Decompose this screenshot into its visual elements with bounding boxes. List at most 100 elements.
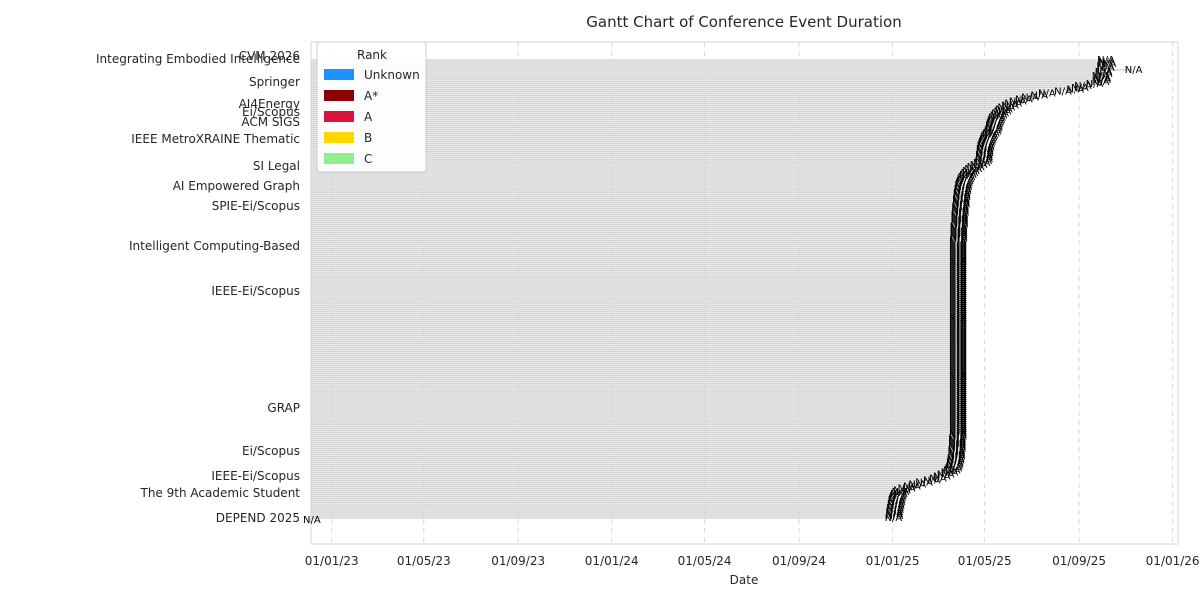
bar-end-label: N/A: [951, 214, 969, 225]
bar-end-label: N/A: [977, 142, 995, 153]
bar-end-label: N/A: [949, 263, 967, 274]
gantt-bar: [311, 303, 958, 305]
bar-end-label: N/A: [951, 218, 969, 229]
gantt-bar: [311, 206, 960, 208]
gantt-bar: [311, 374, 958, 376]
bar-end-label: N/A: [949, 384, 967, 395]
gantt-bar: [311, 285, 958, 287]
gantt-bar: [311, 209, 960, 212]
gantt-bar: [311, 437, 957, 440]
gantt-bar: [311, 332, 958, 335]
bar-end-label: N/A: [950, 229, 968, 240]
gantt-bar: [311, 340, 958, 343]
gantt-bar: [311, 338, 958, 341]
gantt-bar: [311, 475, 941, 478]
bar-end-label: N/A: [949, 368, 967, 379]
gantt-bar: [311, 380, 958, 382]
bar-end-label: N/A: [950, 233, 968, 244]
bar-end-label: N/A: [949, 412, 967, 423]
gantt-bar: [311, 418, 958, 420]
bar-end-label: N/A: [949, 364, 967, 375]
bar-end-label: N/A: [944, 463, 962, 474]
bar-end-label: N/A: [949, 390, 967, 401]
gantt-bar: [311, 219, 959, 222]
bar-end-label: N/A: [990, 111, 1008, 122]
bar-end-label: N/A: [929, 473, 947, 484]
bar-end-label: N/A: [949, 277, 967, 288]
bar-end-label: N/A: [951, 206, 969, 217]
gantt-bar: [311, 295, 958, 297]
gantt-bar: [311, 352, 958, 355]
gantt-bar: [311, 358, 958, 361]
bar-end-label: N/A: [957, 174, 975, 185]
bar-end-label: N/A: [933, 471, 951, 482]
bar-end-label: N/A: [951, 202, 969, 213]
bar-end-label: N/A: [948, 442, 966, 453]
bar-end-label: N/A: [885, 509, 903, 520]
gantt-bar: [311, 414, 958, 416]
bar-end-label: N/A: [898, 483, 916, 494]
gantt-bar: [311, 257, 958, 259]
gantt-bar: [311, 336, 958, 339]
gantt-bar: [311, 463, 954, 466]
bar-end-label: N/A: [974, 156, 992, 167]
y-axis-label: ACM SIGS: [241, 115, 300, 129]
gantt-bar: [311, 128, 993, 131]
bar-end-label: N/A: [949, 414, 967, 425]
bar-end-label: N/A: [949, 243, 967, 254]
gantt-bar: [311, 211, 960, 214]
gantt-bar: [311, 372, 958, 374]
gantt-bar: [311, 83, 1094, 85]
bar-end-label: N/A: [949, 372, 967, 383]
gantt-bar: [311, 79, 1102, 81]
bar-end-label: N/A: [886, 505, 904, 516]
bar-end-label: N/A: [949, 382, 967, 393]
bar-end-label: N/A: [997, 103, 1015, 114]
gantt-bars: [311, 59, 1133, 519]
gantt-bar: [311, 471, 949, 474]
x-tick-label: 01/09/23: [491, 554, 545, 568]
bar-end-label: N/A: [950, 226, 968, 237]
gantt-bar: [311, 96, 1030, 99]
gantt-bar: [311, 487, 906, 489]
gantt-bar: [311, 457, 955, 460]
bar-end-label: N/A: [949, 333, 967, 344]
gantt-bar: [311, 439, 957, 442]
bar-end-label: N/A: [949, 388, 967, 399]
bar-end-label: N/A: [949, 289, 967, 300]
bar-end-label: N/A: [949, 235, 967, 246]
bar-end-label: N/A: [982, 128, 1000, 139]
gantt-bar: [311, 273, 958, 275]
bar-end-label: N/A: [1093, 73, 1111, 84]
gantt-bar: [311, 204, 961, 206]
bar-end-label: N/A: [949, 418, 967, 429]
bar-end-label: N/A: [951, 220, 969, 231]
gantt-bar: [311, 91, 1063, 93]
bar-end-label: N/A: [946, 458, 964, 469]
legend[interactable]: Rank Unknown A* ABC: [316, 41, 427, 173]
bar-end-label: N/A: [949, 362, 967, 373]
gantt-bar: [311, 114, 998, 117]
gantt-bar: [311, 87, 1080, 89]
bar-end-label: N/A: [977, 140, 995, 151]
bar-end-label: N/A: [975, 154, 993, 165]
gantt-bar: [311, 73, 1103, 75]
bar-end-label: N/A: [987, 116, 1005, 127]
bar-end-label: N/A: [1098, 57, 1116, 68]
gantt-bar: [311, 255, 958, 258]
bar-end-label: N/A: [950, 231, 968, 242]
gantt-bar: [311, 330, 958, 333]
bar-end-label: N/A: [1074, 81, 1092, 92]
gantt-bar: [311, 196, 961, 198]
gantt-bar: [311, 158, 984, 160]
bar-end-label: N/A: [886, 503, 904, 514]
gantt-bar: [311, 225, 958, 228]
y-axis-label: SI Legal: [253, 159, 300, 173]
bar-end-label: N/A: [978, 136, 996, 147]
gantt-bar: [311, 253, 958, 256]
bar-end-label: N/A: [949, 273, 967, 284]
gantt-bar: [311, 483, 917, 486]
gantt-bar: [311, 124, 994, 127]
gantt-bar: [311, 140, 987, 143]
y-axis-label: AI Empowered Graph: [173, 179, 300, 193]
